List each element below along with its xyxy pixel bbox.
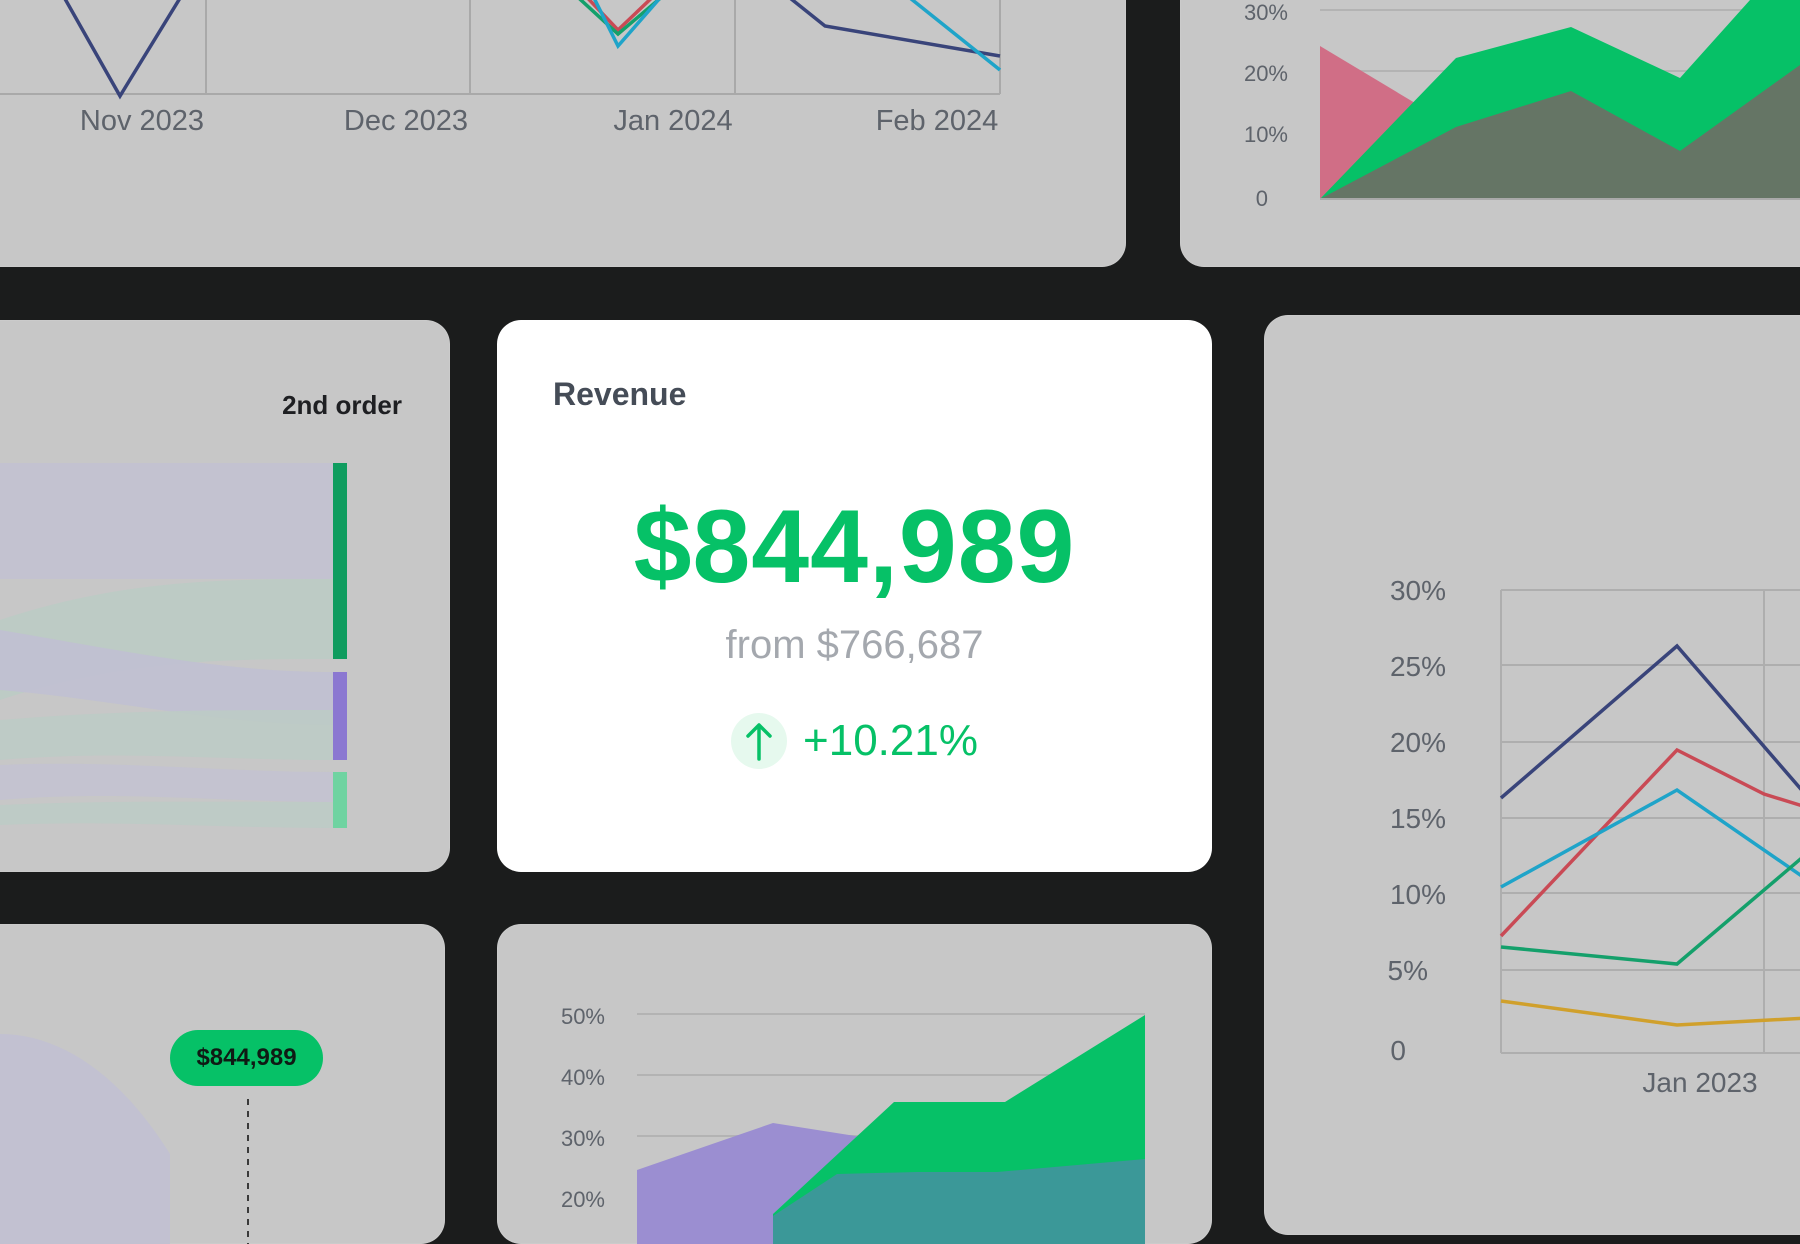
- line-chart-card-top-left: Nov 2023 Dec 2023 Jan 2024 Feb 2024: [0, 0, 1126, 267]
- tooltip-value-pill: $844,989: [170, 1030, 323, 1086]
- tooltip-chart-card: [0, 924, 445, 1244]
- series-line: [789, 0, 1001, 58]
- x-tick-label: Feb 2024: [876, 105, 999, 137]
- y-tick-label: 0: [1390, 1035, 1406, 1066]
- area-chart-card-bottom: 50% 40% 30% 20%: [497, 924, 1212, 1244]
- series-line: [1500, 857, 1800, 966]
- y-tick-label: 20%: [1390, 727, 1446, 758]
- x-tick-label: Dec 2023: [344, 105, 468, 137]
- line-chart-right: 30% 25% 20% 15% 10% 5% 0 Jan 2023: [1388, 575, 1800, 1098]
- line-chart-card-right: 30% 25% 20% 15% 10% 5% 0 Jan 2023: [1264, 315, 1800, 1235]
- sankey-chart: [0, 463, 347, 828]
- sankey-node: [333, 672, 347, 760]
- y-tick-label: 15%: [1390, 803, 1446, 834]
- revenue-value: $844,989: [633, 489, 1076, 605]
- series-line: [593, 0, 661, 50]
- area-chart-bottom: 50% 40% 30% 20%: [561, 1004, 1145, 1244]
- series-line: [1500, 999, 1800, 1027]
- y-tick-label: 40%: [561, 1065, 605, 1090]
- x-tick-label: Nov 2023: [80, 105, 204, 137]
- area-chart-top-right: 30% 20% 10% 0: [1244, 0, 1800, 211]
- y-tick-label: 20%: [1244, 61, 1288, 86]
- y-tick-label: 0: [1256, 186, 1268, 211]
- card-title: Revenue: [553, 376, 687, 412]
- sankey-column-label: 2nd order: [282, 390, 402, 420]
- sankey-card: [0, 320, 450, 872]
- area-series: [0, 1034, 170, 1244]
- previous-value: from $766,687: [725, 623, 984, 667]
- x-tick-label: Jan 2024: [613, 105, 732, 137]
- y-tick-label: 10%: [1244, 122, 1288, 147]
- series-line: [1499, 747, 1800, 938]
- y-tick-label: 30%: [561, 1126, 605, 1151]
- sankey-flow: [0, 710, 333, 760]
- area-series: [1320, 65, 1800, 199]
- line-chart-top-left: Nov 2023 Dec 2023 Jan 2024 Feb 2024: [0, 0, 1002, 137]
- y-tick-label: 5%: [1388, 955, 1428, 986]
- series-line: [1499, 643, 1800, 800]
- sankey-flow: [0, 463, 333, 579]
- sankey-flow: [0, 630, 333, 725]
- change-row: +10.21%: [497, 713, 1212, 769]
- y-tick-label: 25%: [1390, 651, 1446, 682]
- series-line: [587, 0, 653, 33]
- area-chart-card-top-right: 30% 20% 10% 0: [1180, 0, 1800, 267]
- y-tick-label: 30%: [1390, 575, 1446, 606]
- change-percentage: +10.21%: [803, 716, 978, 765]
- revenue-card[interactable]: Revenue $844,989 from $766,687 +10.21%: [497, 320, 1212, 872]
- series-line: [1500, 787, 1800, 889]
- series-line: [63, 0, 181, 100]
- series-line: [909, 0, 1002, 72]
- y-tick-label: 30%: [1244, 0, 1288, 25]
- arrow-up-icon: [731, 713, 788, 769]
- area-series: [1320, 46, 1420, 199]
- sankey-node: [333, 772, 347, 828]
- sankey-flow: [0, 763, 333, 802]
- y-tick-label: 10%: [1390, 879, 1446, 910]
- y-tick-label: 50%: [561, 1004, 605, 1029]
- x-tick-label: Jan 2023: [1642, 1067, 1757, 1098]
- sankey-node: [333, 463, 347, 659]
- sankey-flow: [0, 801, 333, 828]
